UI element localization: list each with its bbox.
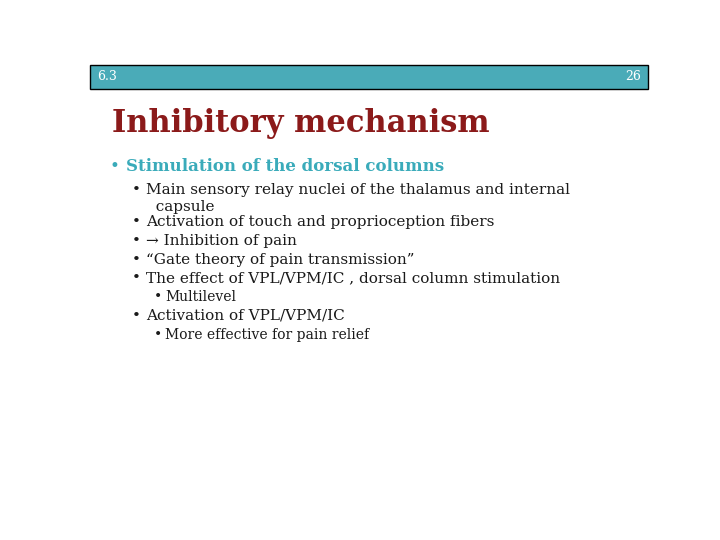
Text: The effect of VPL/VPM/IC , dorsal column stimulation: The effect of VPL/VPM/IC , dorsal column… bbox=[145, 272, 560, 286]
Text: Stimulation of the dorsal columns: Stimulation of the dorsal columns bbox=[126, 158, 444, 176]
Text: Activation of VPL/VPM/IC: Activation of VPL/VPM/IC bbox=[145, 309, 345, 323]
Text: 26: 26 bbox=[626, 70, 642, 83]
Text: •: • bbox=[132, 309, 140, 323]
FancyBboxPatch shape bbox=[90, 65, 648, 89]
Text: •: • bbox=[132, 215, 140, 230]
Text: Main sensory relay nuclei of the thalamus and internal
  capsule: Main sensory relay nuclei of the thalamu… bbox=[145, 183, 570, 213]
Text: •: • bbox=[132, 234, 140, 248]
Text: •: • bbox=[154, 290, 163, 304]
Text: “Gate theory of pain transmission”: “Gate theory of pain transmission” bbox=[145, 253, 414, 267]
Text: •: • bbox=[132, 253, 140, 267]
Text: •: • bbox=[109, 158, 120, 176]
Text: Inhibitory mechanism: Inhibitory mechanism bbox=[112, 109, 490, 139]
Text: Activation of touch and proprioception fibers: Activation of touch and proprioception f… bbox=[145, 215, 494, 230]
Text: More effective for pain relief: More effective for pain relief bbox=[166, 328, 369, 342]
Text: Multilevel: Multilevel bbox=[166, 290, 236, 304]
Text: → Inhibition of pain: → Inhibition of pain bbox=[145, 234, 297, 248]
Text: •: • bbox=[132, 272, 140, 286]
Text: •: • bbox=[132, 183, 140, 197]
Text: •: • bbox=[154, 328, 163, 342]
Text: 6.3: 6.3 bbox=[96, 70, 117, 83]
